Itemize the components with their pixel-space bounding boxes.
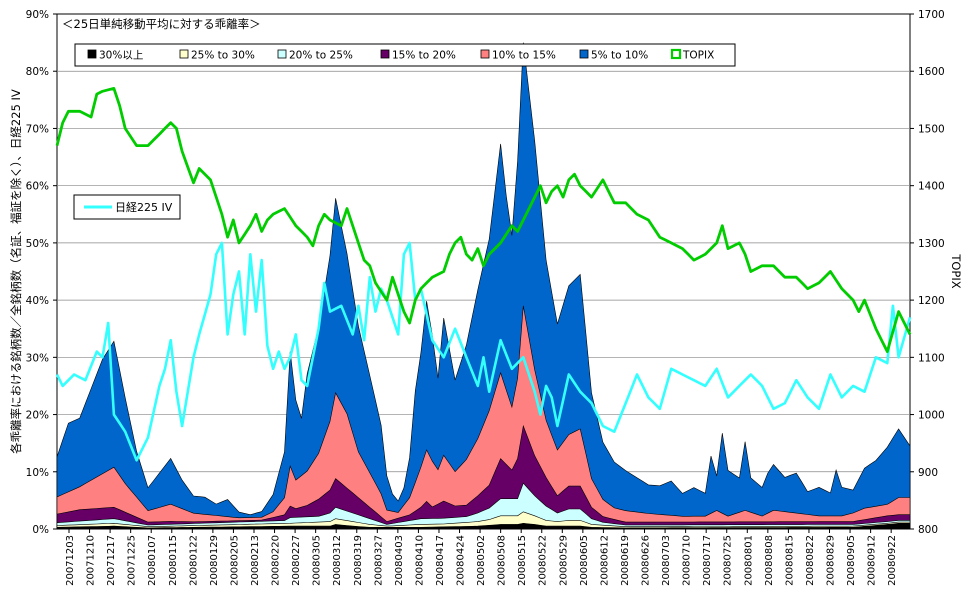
- x-tick-label: 20080403: [394, 535, 405, 586]
- x-tick-label: 20080605: [579, 535, 590, 586]
- y-tick-label-right: 1500: [918, 123, 945, 135]
- y-tick-label-left: 70%: [26, 123, 49, 135]
- x-tick-label: 20080822: [805, 535, 816, 586]
- legend: 30%以上 25% to 30% 20% to 25% 15% to 20% 10% t…: [74, 43, 736, 67]
- y-tick-label-right: 1200: [918, 295, 945, 307]
- legend-label: 20% to 25%: [289, 50, 353, 62]
- legend-swatch: [179, 49, 189, 59]
- y-axis-right: 800 900 1000 1100 1200 1300 1400 1500 1600 1700: [910, 9, 945, 536]
- legend-label: 15% to 20%: [392, 50, 456, 62]
- legend-label: 10% to 15%: [492, 50, 556, 62]
- y-tick-label-right: 900: [918, 467, 938, 479]
- y-axis-left-title: 各乖離率における銘柄数／全銘柄数（名証、福証を除く）、日経225 IV: [9, 89, 23, 454]
- x-axis: 20071203 20071210 20071217 20071225 20080107…: [65, 529, 898, 586]
- x-tick-label: 20080912: [867, 535, 878, 586]
- legend-box: [74, 43, 736, 67]
- x-tick-label: 20080107: [147, 535, 158, 586]
- y-tick-label-right: 1400: [918, 181, 945, 193]
- y-axis-right-title: TOPIX: [949, 253, 963, 288]
- legend-label: 25% to 30%: [191, 50, 255, 62]
- x-tick-label: 20080502: [476, 535, 487, 586]
- x-tick-label: 20080829: [826, 535, 837, 586]
- legend-swatch: [579, 49, 589, 59]
- legend-iv-label: 日経225 IV: [115, 201, 173, 214]
- x-tick-label: 20080515: [517, 535, 528, 586]
- x-tick-label: 20071217: [106, 535, 117, 586]
- y-tick-label-right: 1600: [918, 66, 945, 78]
- legend-label: TOPIX: [682, 50, 714, 62]
- legend-iv: 日経225 IV: [73, 194, 181, 220]
- x-tick-label: 20080529: [558, 535, 569, 586]
- x-tick-label: 20080922: [887, 535, 898, 586]
- y-tick-label-left: 10%: [26, 467, 49, 479]
- x-tick-label: 20080220: [271, 535, 282, 586]
- x-tick-label: 20080205: [229, 535, 240, 586]
- area-5-10: [56, 42, 911, 530]
- y-tick-label-left: 30%: [26, 352, 49, 364]
- x-tick-label: 20080522: [538, 535, 549, 586]
- y-tick-label-right: 1000: [918, 410, 945, 422]
- y-tick-label-right: 800: [918, 524, 938, 536]
- x-tick-label: 20080612: [599, 535, 610, 586]
- x-tick-label: 20080417: [435, 535, 446, 586]
- x-tick-label: 20080717: [702, 535, 713, 586]
- x-tick-label: 20071210: [86, 535, 97, 586]
- x-tick-label: 20080312: [332, 535, 343, 586]
- x-tick-label: 20080319: [353, 535, 364, 586]
- x-tick-label: 20080703: [661, 535, 672, 586]
- y-tick-label-left: 0%: [32, 524, 49, 536]
- area-15-20: [56, 424, 911, 530]
- legend-swatch: [277, 49, 287, 59]
- area-25-30: [56, 511, 911, 530]
- y-tick-label-left: 60%: [26, 181, 49, 193]
- x-tick-label: 20080710: [682, 535, 693, 586]
- area-20-25: [56, 482, 911, 530]
- x-tick-label: 20080905: [846, 535, 857, 586]
- x-tick-label: 20080801: [743, 535, 754, 586]
- x-tick-label: 20080122: [188, 535, 199, 586]
- x-tick-label: 20080508: [497, 535, 508, 586]
- y-axis-left: 0% 10% 20% 30% 40% 50% 60% 70% 80% 90%: [26, 9, 57, 536]
- x-tick-label: 20080725: [723, 535, 734, 586]
- series-line-topix: [55, 87, 912, 353]
- y-tick-label-left: 90%: [26, 9, 49, 21]
- legend-label: 5% to 10%: [591, 50, 648, 62]
- x-tick-label: 20080410: [414, 535, 425, 586]
- x-tick-label: 20080115: [168, 535, 179, 586]
- chart-title: ＜25日単純移動平均に対する乖離率＞: [62, 17, 261, 31]
- area-10-15: [56, 305, 911, 530]
- legend-swatch: [380, 49, 390, 59]
- legend-swatch-topix: [670, 48, 682, 60]
- legend-label: 30%以上: [99, 50, 143, 62]
- x-tick-label: 20080808: [764, 535, 775, 586]
- y-tick-label-right: 1700: [918, 9, 945, 21]
- legend-swatch: [87, 49, 97, 59]
- x-tick-label: 20080129: [209, 535, 220, 586]
- stacked-areas: [56, 42, 911, 530]
- x-tick-label: 20080815: [784, 535, 795, 586]
- x-tick-label: 20080424: [456, 535, 467, 586]
- x-tick-label: 20080619: [620, 535, 631, 586]
- series-line-nikkei-iv: [55, 241, 912, 462]
- area-30-plus: [56, 522, 911, 530]
- x-tick-label: 20080305: [312, 535, 323, 586]
- x-tick-label: 20080327: [373, 535, 384, 586]
- y-tick-label-left: 40%: [26, 295, 49, 307]
- y-tick-label-right: 1100: [918, 352, 945, 364]
- x-tick-label: 20071225: [127, 535, 138, 586]
- x-tick-label: 20080213: [250, 535, 261, 586]
- x-tick-label: 20071203: [65, 535, 76, 586]
- y-tick-label-left: 20%: [26, 410, 49, 422]
- x-tick-label: 20080626: [641, 535, 652, 586]
- y-tick-label-right: 1300: [918, 238, 945, 250]
- y-tick-label-left: 50%: [26, 238, 49, 250]
- legend-swatch: [480, 49, 490, 59]
- x-tick-label: 20080227: [291, 535, 302, 586]
- y-tick-label-left: 80%: [26, 66, 49, 78]
